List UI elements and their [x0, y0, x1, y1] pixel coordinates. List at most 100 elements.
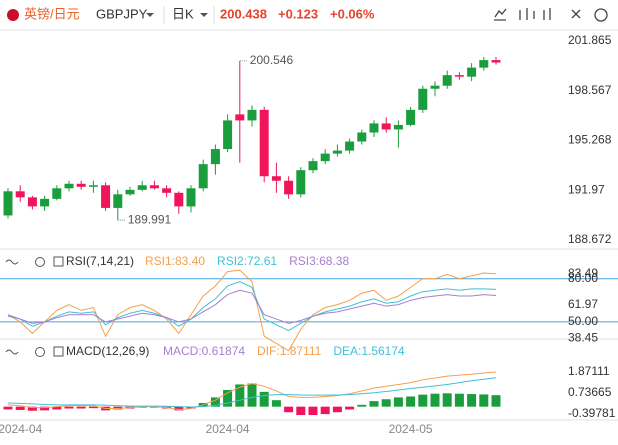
y-tick-label: 195.268	[568, 133, 612, 147]
candle-body	[418, 88, 428, 110]
candle-body	[88, 185, 98, 187]
macd-bar	[210, 397, 220, 407]
macd-bar	[406, 396, 416, 407]
settings-button[interactable]	[594, 8, 608, 22]
x-tick-label: 2024-04	[0, 422, 43, 436]
candle-body	[3, 191, 13, 216]
candle-body	[296, 170, 306, 195]
dropdown-arrow[interactable]	[200, 13, 208, 17]
macd-bar	[88, 406, 98, 409]
toggle-icon[interactable]	[5, 349, 19, 355]
candle-body	[320, 153, 330, 162]
candle-body	[137, 185, 147, 190]
x-tick-label: 2024-04	[206, 422, 250, 436]
dropdown-arrow[interactable]	[146, 13, 154, 17]
change: +0.123	[278, 6, 318, 21]
candle-body	[15, 191, 25, 198]
candle-body	[186, 188, 196, 207]
settings-icon[interactable]	[35, 347, 45, 357]
candle-body	[223, 120, 233, 150]
macd-bar	[430, 393, 440, 407]
candle-body	[247, 109, 257, 121]
macd-bar	[418, 394, 428, 407]
candle-body	[308, 161, 318, 171]
macd-line	[7, 371, 497, 410]
macd-bar	[369, 401, 379, 407]
macd-bar	[381, 399, 391, 407]
macd-bar	[27, 406, 37, 411]
candle-body	[174, 192, 184, 207]
candle-body	[125, 189, 135, 195]
macd-bar	[296, 406, 306, 415]
macd-bar	[442, 393, 452, 407]
rsi-title: RSI(7,14,21)	[66, 254, 134, 268]
toggle-icon[interactable]	[5, 259, 19, 265]
macd-bar	[235, 384, 245, 407]
macd-title: MACD(12,26,9)	[66, 344, 149, 358]
macd-bar	[357, 404, 367, 407]
candle-body	[27, 197, 37, 207]
candle-body	[149, 185, 159, 189]
macd-bar	[491, 395, 501, 407]
legend-entry: RSI2:72.61	[217, 254, 277, 268]
legend-entry: DIF:1.87111	[257, 344, 322, 358]
price: 200.438	[220, 6, 267, 21]
macd-bar	[64, 406, 74, 409]
candle-body	[210, 149, 220, 165]
pair-name[interactable]: 英镑/日元	[24, 6, 80, 21]
draw-tool-button[interactable]	[494, 8, 507, 21]
candle-body	[479, 60, 489, 68]
legend-entry: MACD:0.61874	[163, 344, 245, 358]
legend-entry: RSI3:68.38	[289, 254, 349, 268]
fullscreen-button[interactable]	[571, 9, 581, 19]
y-tick-label: 188.672	[568, 232, 612, 246]
macd-bar	[393, 397, 403, 407]
y-tick-label: 191.97	[568, 182, 605, 196]
y-tick-label: 80.00	[568, 271, 598, 285]
legend-entry: RSI1:83.40	[145, 254, 205, 268]
candle-body	[454, 75, 464, 77]
macd-bar	[479, 394, 489, 407]
macd-bar	[259, 391, 269, 407]
y-tick-label: 0.73665	[568, 385, 612, 399]
macd-bar	[308, 406, 318, 415]
interval[interactable]: 日K	[172, 6, 194, 21]
candle-body	[64, 183, 74, 189]
candle-body	[345, 141, 355, 151]
candle-body	[198, 164, 208, 189]
macd-bar	[332, 406, 342, 413]
macd-bar	[454, 393, 464, 407]
macd-bar	[52, 406, 62, 410]
legend-entry: DEA:1.56174	[333, 344, 405, 358]
candle-body	[369, 123, 379, 133]
rsi-line	[7, 281, 497, 332]
annotation: 200.546	[250, 53, 294, 67]
candle-body	[357, 132, 367, 142]
macd-bar	[467, 394, 477, 407]
candle-body	[332, 150, 342, 154]
candle-body	[162, 188, 172, 193]
macd-bar	[284, 406, 294, 413]
y-tick-label: -0.39781	[568, 406, 616, 420]
y-tick-label: 201.865	[568, 33, 612, 47]
macd-bar	[271, 400, 281, 407]
candle-body	[76, 183, 86, 187]
macd-bar	[40, 406, 50, 411]
candle-body	[442, 75, 452, 86]
candle-body	[393, 124, 403, 130]
rsi-line	[7, 289, 497, 324]
x-tick-label: 2024-05	[389, 422, 433, 436]
macd-bar	[247, 383, 257, 407]
y-tick-label: 198.567	[568, 83, 612, 97]
expand-icon[interactable]	[53, 346, 64, 357]
macd-bar	[320, 406, 330, 415]
expand-icon[interactable]	[53, 256, 64, 267]
settings-icon[interactable]	[35, 257, 45, 267]
macd-bar	[3, 406, 13, 410]
symbol[interactable]: GBPJPY	[96, 6, 148, 21]
candle-body	[467, 67, 477, 77]
chart-type-button[interactable]	[543, 8, 551, 20]
indicator-button[interactable]	[519, 8, 535, 20]
change-percent: +0.06%	[330, 6, 375, 21]
